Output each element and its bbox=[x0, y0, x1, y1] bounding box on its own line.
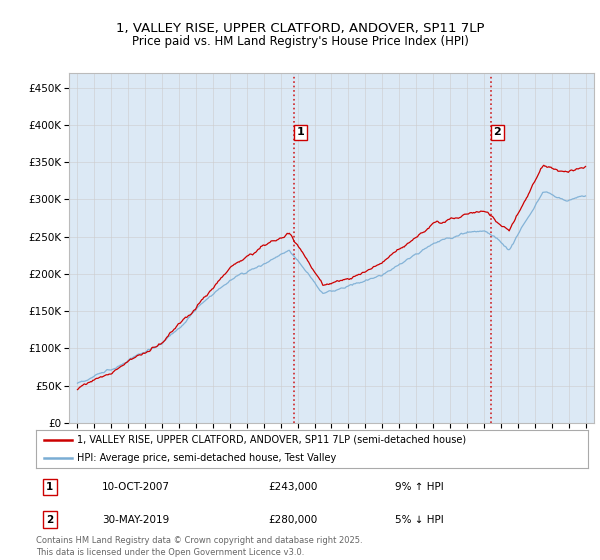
Text: 1: 1 bbox=[46, 482, 53, 492]
Text: £243,000: £243,000 bbox=[268, 482, 317, 492]
Text: Price paid vs. HM Land Registry's House Price Index (HPI): Price paid vs. HM Land Registry's House … bbox=[131, 35, 469, 48]
Text: 10-OCT-2007: 10-OCT-2007 bbox=[102, 482, 170, 492]
Text: 1, VALLEY RISE, UPPER CLATFORD, ANDOVER, SP11 7LP: 1, VALLEY RISE, UPPER CLATFORD, ANDOVER,… bbox=[116, 22, 484, 35]
Text: 9% ↑ HPI: 9% ↑ HPI bbox=[395, 482, 443, 492]
Text: HPI: Average price, semi-detached house, Test Valley: HPI: Average price, semi-detached house,… bbox=[77, 453, 337, 463]
Text: 30-MAY-2019: 30-MAY-2019 bbox=[102, 515, 169, 525]
Text: Contains HM Land Registry data © Crown copyright and database right 2025.
This d: Contains HM Land Registry data © Crown c… bbox=[36, 536, 362, 557]
Text: 1: 1 bbox=[296, 127, 304, 137]
Text: £280,000: £280,000 bbox=[268, 515, 317, 525]
Text: 2: 2 bbox=[493, 127, 501, 137]
Text: 2: 2 bbox=[46, 515, 53, 525]
Text: 1, VALLEY RISE, UPPER CLATFORD, ANDOVER, SP11 7LP (semi-detached house): 1, VALLEY RISE, UPPER CLATFORD, ANDOVER,… bbox=[77, 435, 467, 445]
Text: 5% ↓ HPI: 5% ↓ HPI bbox=[395, 515, 443, 525]
